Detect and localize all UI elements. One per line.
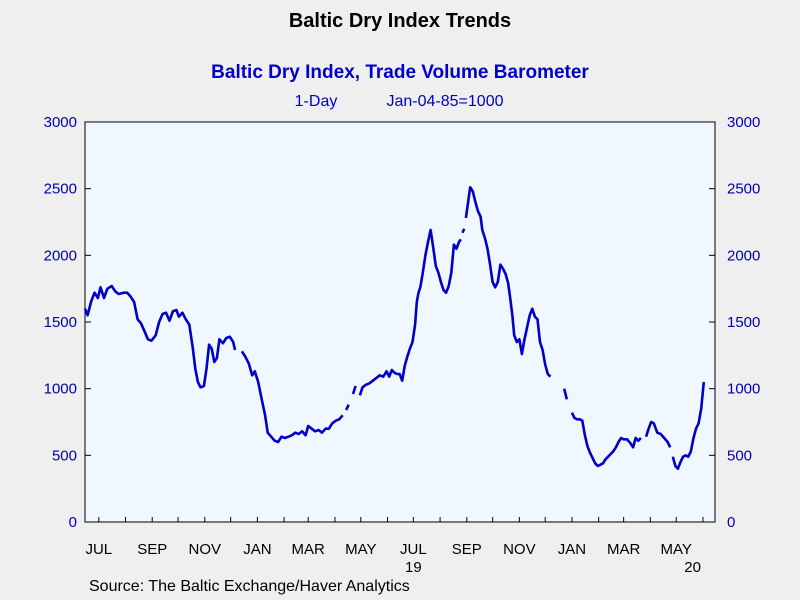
y-tick-label-right: 1000	[727, 381, 760, 398]
x-tick-label: MAY	[345, 541, 376, 558]
y-tick-label-right: 1500	[727, 314, 760, 331]
y-tick-label-left: 3000	[44, 114, 77, 131]
plot-area	[84, 121, 716, 523]
series-line-segment	[562, 388, 569, 400]
series-line-segment	[671, 381, 706, 470]
series-line-segment	[464, 186, 552, 378]
x-year-label: 20	[684, 559, 701, 576]
y-tick-label-right: 2000	[727, 247, 760, 264]
x-tick-label: MAR	[607, 541, 641, 558]
y-tick-label-right: 2500	[727, 181, 760, 198]
x-tick-label: JUL	[400, 541, 427, 558]
source-note: Source: The Baltic Exchange/Haver Analyt…	[89, 578, 410, 595]
x-tick-label: MAY	[661, 541, 692, 558]
chart-title: Baltic Dry Index, Trade Volume Barometer	[211, 62, 589, 83]
x-tick-label: SEP	[137, 541, 167, 558]
series-line-segment	[344, 404, 350, 411]
x-tick-label: JUL	[85, 541, 112, 558]
x-year-label: 19	[405, 559, 422, 576]
x-tick-label: JAN	[243, 541, 271, 558]
series-line-segment	[83, 284, 237, 389]
x-tick-label: MAR	[292, 541, 326, 558]
y-tick-label-left: 2500	[44, 181, 77, 198]
x-tick-label: SEP	[452, 541, 482, 558]
series-line-segment	[644, 420, 672, 448]
axes-layer: 0 0 500 500 1000 1000 1500 1500 2000 2000 2500 2500…	[44, 114, 761, 576]
y-tick-label-left: 500	[52, 447, 77, 464]
y-tick-label-left: 1500	[44, 314, 77, 331]
y-tick-label-left: 1000	[44, 381, 77, 398]
y-tick-label-left: 0	[69, 514, 77, 531]
series-layer	[83, 186, 706, 470]
chart-subtitle-frequency: 1-Day	[295, 93, 338, 110]
y-tick-label-right: 500	[727, 447, 752, 464]
y-tick-label-right: 3000	[727, 114, 760, 131]
series-line-segment	[351, 385, 357, 395]
chart-subtitle-base: Jan-04-85=1000	[387, 93, 504, 110]
series-line-segment	[240, 350, 344, 444]
x-tick-label: NOV	[503, 541, 536, 558]
page-title: Baltic Dry Index Trends	[289, 10, 511, 32]
x-tick-label: JAN	[558, 541, 586, 558]
series-line-segment	[461, 228, 466, 234]
x-tick-label: NOV	[189, 541, 222, 558]
y-tick-label-right: 0	[727, 514, 735, 531]
y-tick-label-left: 2000	[44, 247, 77, 264]
series-line-segment	[570, 412, 642, 468]
series-line-segment	[358, 228, 462, 396]
